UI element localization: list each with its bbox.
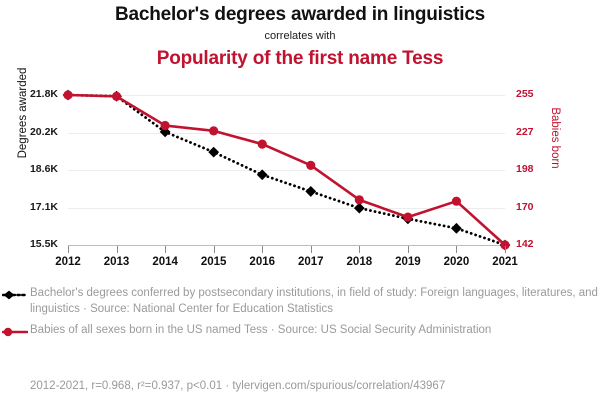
y-axis-right-tick-label: 255	[516, 88, 534, 100]
x-axis-tick	[310, 246, 312, 253]
y-axis-right-tick-label: 142	[516, 238, 534, 250]
page-subtitle: Popularity of the first name Tess	[156, 48, 444, 69]
diamond-dotted-marker-icon	[2, 290, 28, 300]
data-point-marker	[208, 146, 220, 158]
x-axis-tick	[359, 246, 361, 253]
x-axis-line	[68, 245, 505, 246]
gridline	[68, 132, 505, 134]
legend-item-babies: Babies of all sexes born in the US named…	[0, 323, 600, 339]
x-axis-tick-label: 2018	[346, 256, 373, 268]
x-axis-tick	[505, 246, 506, 253]
x-axis-tick	[165, 246, 167, 253]
data-point-marker	[305, 186, 317, 197]
x-axis-tick	[262, 246, 264, 253]
y-axis-right-tick-label: 198	[516, 163, 534, 175]
legend-item-degrees: Bachelor's degrees conferred by postseco…	[0, 286, 600, 317]
series-line-1	[66, 93, 507, 247]
x-axis-tick-label: 2012	[55, 256, 81, 268]
data-point-marker	[257, 139, 267, 149]
series-line-2	[66, 93, 507, 247]
y-axis-left-tick-label: 20.2K	[29, 125, 58, 138]
circle-solid-marker-icon	[2, 327, 28, 337]
chart-legend: Bachelor's degrees conferred by postseco…	[0, 286, 600, 341]
x-axis-tick	[456, 246, 458, 253]
y-axis-left-tick-label: 17.1K	[29, 200, 58, 213]
data-point-marker	[354, 195, 364, 205]
legend-label-degrees: Bachelor's degrees conferred by postseco…	[30, 287, 598, 315]
title-connector: correlates with	[264, 30, 336, 42]
x-axis-tick-label: 2013	[103, 256, 130, 268]
y-axis-left-tick-label: 15.5K	[29, 238, 58, 250]
x-axis-tick	[68, 246, 69, 253]
x-axis-tick	[116, 246, 118, 253]
gridline	[68, 170, 505, 171]
x-axis-tick-label: 2014	[152, 256, 178, 268]
data-point-marker	[353, 202, 365, 214]
gridline	[68, 95, 505, 96]
x-axis-tick-label: 2019	[395, 256, 421, 268]
x-axis-tick	[407, 246, 409, 253]
x-axis-tick-label: 2020	[443, 256, 470, 268]
x-axis-tick-label: 2016	[249, 256, 276, 268]
data-point-marker	[306, 160, 316, 170]
x-axis-tick-label: 2015	[200, 256, 227, 268]
data-point-marker	[111, 91, 122, 101]
data-point-marker	[209, 126, 219, 136]
x-axis-tick-label: 2021	[492, 256, 518, 268]
footnote-stats: 2012-2021, r=0.968, r²=0.937, p<0.01 · t…	[30, 380, 446, 392]
data-point-marker	[256, 169, 268, 181]
gridline	[68, 207, 505, 209]
x-axis-tick-label: 2017	[297, 256, 324, 268]
data-point-marker	[500, 240, 510, 250]
page-title: Bachelor's degrees awarded in linguistic…	[114, 4, 486, 25]
y-axis-right-tick-label: 227	[516, 125, 534, 138]
data-point-marker	[403, 212, 413, 222]
data-point-marker	[451, 222, 462, 234]
data-point-marker	[160, 120, 170, 131]
x-axis-tick	[213, 246, 215, 253]
legend-label-babies: Babies of all sexes born in the US named…	[30, 324, 492, 336]
y-axis-right-tick-label: 170	[516, 200, 534, 213]
y-axis-left-tick-label: 18.6K	[29, 163, 58, 175]
y-axis-left-tick-label: 21.8K	[29, 88, 58, 100]
data-point-marker	[451, 196, 462, 206]
data-point-marker	[63, 90, 73, 100]
